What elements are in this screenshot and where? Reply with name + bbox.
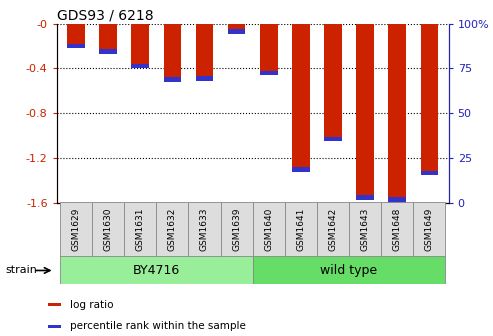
Bar [67,24,85,48]
Bar [260,71,278,75]
Text: GSM1648: GSM1648 [393,208,402,251]
Bar [356,24,374,200]
Text: GSM1629: GSM1629 [71,208,80,251]
Text: percentile rank within the sample: percentile rank within the sample [70,322,246,331]
Text: GSM1632: GSM1632 [168,208,177,251]
Bar [260,24,278,75]
Bar [292,24,310,172]
Bar [324,24,342,141]
Bar [48,325,61,328]
Bar [60,256,253,284]
Bar [421,24,438,175]
Text: GSM1643: GSM1643 [360,208,370,251]
Bar [196,24,213,81]
Bar [228,29,246,34]
Bar [164,24,181,82]
Bar [99,49,117,54]
Bar [67,44,85,48]
Bar [413,202,445,257]
Bar [356,196,374,200]
Text: GSM1631: GSM1631 [136,208,145,251]
Bar [99,24,117,54]
Bar [60,202,92,257]
Text: GSM1639: GSM1639 [232,208,241,251]
Text: GSM1633: GSM1633 [200,208,209,251]
Bar [196,76,213,81]
Bar [132,24,149,69]
Text: GSM1641: GSM1641 [296,208,305,251]
Bar [388,24,406,206]
Bar [48,303,61,306]
Text: GSM1640: GSM1640 [264,208,273,251]
Text: GSM1630: GSM1630 [104,208,112,251]
Text: strain: strain [5,265,37,275]
Bar [124,202,156,257]
Bar [349,202,381,257]
Bar [156,202,188,257]
Bar [188,202,220,257]
Text: GSM1649: GSM1649 [425,208,434,251]
Bar [324,137,342,141]
Bar [421,171,438,175]
Text: wild type: wild type [320,264,378,277]
Bar [253,256,445,284]
Bar [228,24,246,34]
Bar [253,202,285,257]
Bar [388,198,406,202]
Bar [132,64,149,69]
Bar [292,167,310,172]
Bar [220,202,253,257]
Bar [381,202,413,257]
Text: GDS93 / 6218: GDS93 / 6218 [57,8,153,23]
Text: GSM1642: GSM1642 [328,208,338,251]
Text: log ratio: log ratio [70,300,113,309]
Bar [92,202,124,257]
Bar [317,202,349,257]
Text: BY4716: BY4716 [133,264,180,277]
Bar [164,78,181,82]
Bar [285,202,317,257]
